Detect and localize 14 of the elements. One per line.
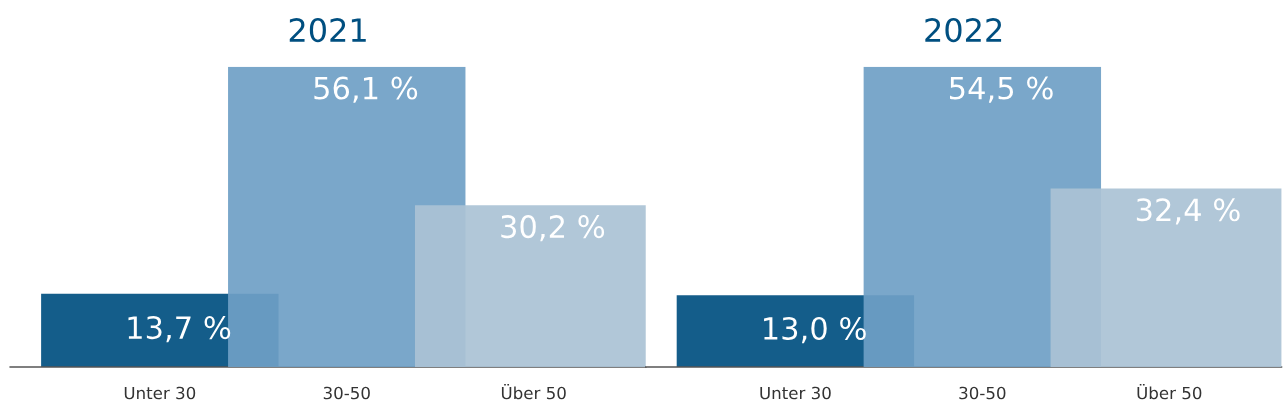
x-tick-label: Über 50 (1137, 383, 1202, 400)
x-tick-label: 30-50 (959, 386, 1006, 400)
data-label: 54,5 % (950, 76, 1053, 103)
data-label: 56,1 % (314, 76, 418, 103)
data-label: 30,2 % (501, 215, 605, 242)
chart-title: 2021 (289, 18, 366, 43)
x-tick-label: Unter 30 (124, 386, 196, 400)
x-tick-label: Über 50 (501, 383, 566, 400)
data-label: 13,0 % (764, 316, 866, 344)
chart-title: 2022 (925, 18, 1002, 43)
x-tick-label: 30-50 (323, 386, 370, 400)
x-tick-label: Unter 30 (760, 386, 831, 400)
data-label: 32,4 % (1136, 198, 1240, 225)
data-label: 13,7 % (128, 316, 231, 343)
